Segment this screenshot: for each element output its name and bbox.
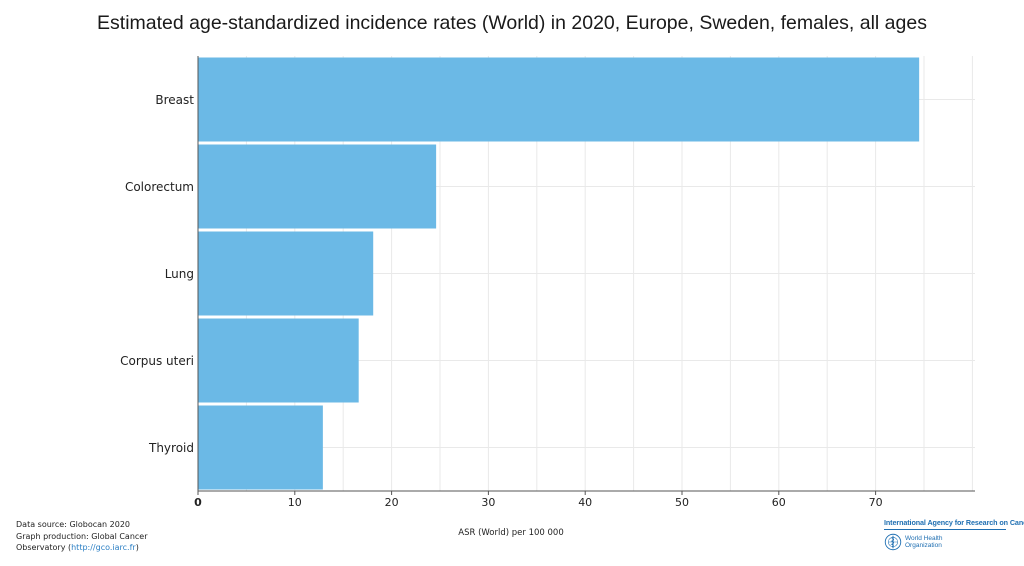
bar-thyroid xyxy=(198,405,323,490)
gco-link[interactable]: http://gco.iarc.fr xyxy=(71,543,136,552)
bar-lung xyxy=(198,231,374,316)
x-tick-label: 30 xyxy=(481,496,495,509)
who-logo: World Health Organization xyxy=(884,533,1014,551)
who-logo-text: World Health Organization xyxy=(905,535,942,549)
who-emblem-icon xyxy=(884,533,902,551)
bar-breast xyxy=(198,57,920,142)
bar-colorectum xyxy=(198,144,437,229)
category-label-thyroid: Thyroid xyxy=(148,441,194,455)
axes xyxy=(197,56,975,495)
bar-corpus-uteri xyxy=(198,318,359,403)
x-tick-label: 50 xyxy=(675,496,689,509)
source-line-1: Data source: Globocan 2020 xyxy=(16,520,131,529)
iarc-logo-rule xyxy=(884,529,1006,530)
tick-labels: Breast Colorectum Lung Corpus uteri Thyroid 0… xyxy=(120,93,883,509)
category-label-breast: Breast xyxy=(155,93,194,107)
category-label-lung: Lung xyxy=(165,267,194,281)
x-tick-label: 0 xyxy=(194,496,202,509)
source-line-2: Graph production: Global Cancer xyxy=(16,531,148,541)
bars xyxy=(198,57,920,490)
category-label-colorectum: Colorectum xyxy=(125,180,194,194)
organization-logos: International Agency for Research on Can… xyxy=(884,518,1024,558)
who-name-line-2: Organization xyxy=(905,542,942,549)
data-source-note: Data source: Globocan 2020 Graph product… xyxy=(16,519,148,554)
source-line-3-suffix: ) xyxy=(135,543,139,552)
x-axis-label: ASR (World) per 100 000 xyxy=(458,528,563,538)
x-tick-label: 10 xyxy=(288,496,302,509)
x-tick-label: 40 xyxy=(578,496,592,509)
x-tick-label: 60 xyxy=(772,496,786,509)
source-line-3: Observatory (http://gco.iarc.fr) xyxy=(16,542,148,554)
who-name-line-1: World Health xyxy=(905,535,943,542)
source-line-3-prefix: Observatory ( xyxy=(16,543,72,552)
chart-title: Estimated age-standardized incidence rat… xyxy=(97,12,927,34)
iarc-logo-text: International Agency for Research on Can… xyxy=(884,518,1024,527)
x-tick-label: 70 xyxy=(869,496,883,509)
x-tick-label: 20 xyxy=(385,496,399,509)
category-label-corpus-uteri: Corpus uteri xyxy=(120,354,194,368)
